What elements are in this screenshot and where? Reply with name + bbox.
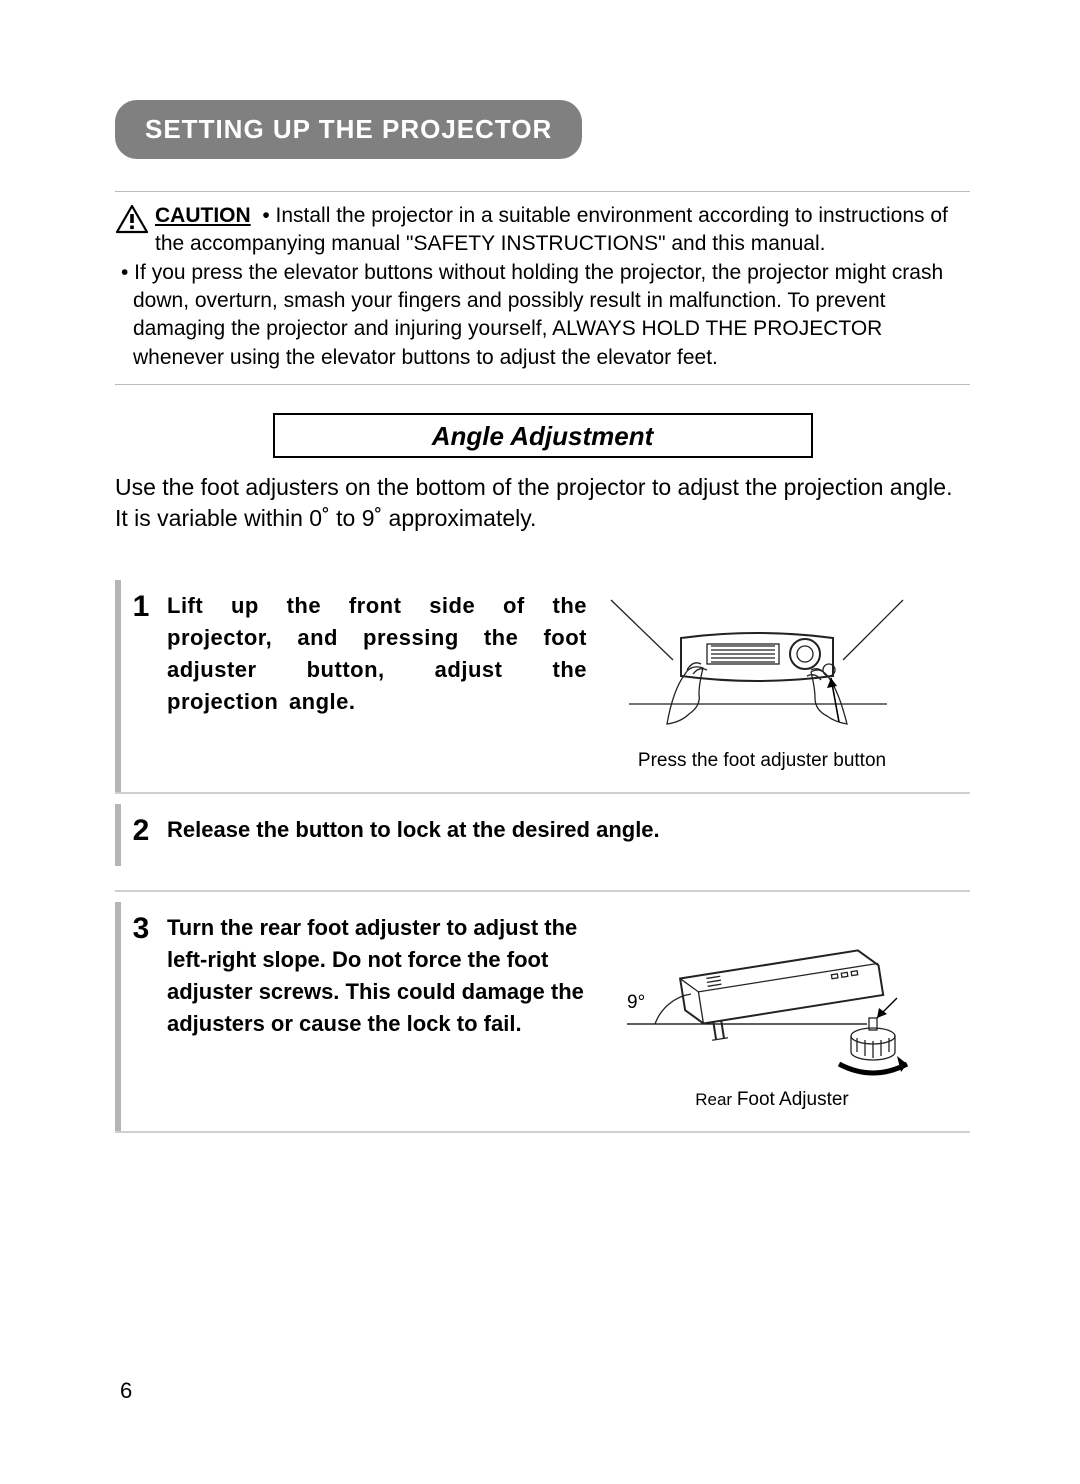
step-3: 3 Turn the rear foot adjuster to adjust … [115,892,970,1133]
angle-label: 9° [627,992,645,1013]
illustration-caption: Rear Foot Adjuster [617,1089,927,1111]
warning-triangle-icon [115,204,149,234]
step-number: 2 [121,804,161,866]
step-text: Release the button to lock at the desire… [167,814,660,846]
step-text: Turn the rear foot adjuster to adjust th… [167,912,597,1111]
caution-text-1: • Install the projector in a suitable en… [155,204,948,255]
step-number: 3 [121,902,161,1131]
caution-line-1: CAUTION • Install the projector in a sui… [155,202,970,259]
angle-intro-paragraph: Use the foot adjusters on the bottom of … [115,472,970,534]
step-number: 1 [121,580,161,792]
illustration-rear-foot-adjuster: 9° [617,912,927,1111]
section-header: SETTING UP THE PROJECTOR [115,100,582,159]
step-text: Lift up the front side of the projector,… [167,590,587,772]
angle-adjustment-heading: Angle Adjustment [275,421,811,452]
caution-label: CAUTION [155,204,251,227]
illustration-foot-adjuster-hands: Press the foot adjuster button [607,590,917,772]
step-1: 1 Lift up the front side of the projecto… [115,580,970,794]
step-2: 2 Release the button to lock at the desi… [115,794,970,892]
caution-text-2: • If you press the elevator buttons with… [115,259,970,372]
illustration-caption: Press the foot adjuster button [607,750,917,772]
caution-box: CAUTION • Install the projector in a sui… [115,191,970,385]
angle-adjustment-heading-box: Angle Adjustment [273,413,813,458]
page-number: 6 [120,1378,132,1404]
